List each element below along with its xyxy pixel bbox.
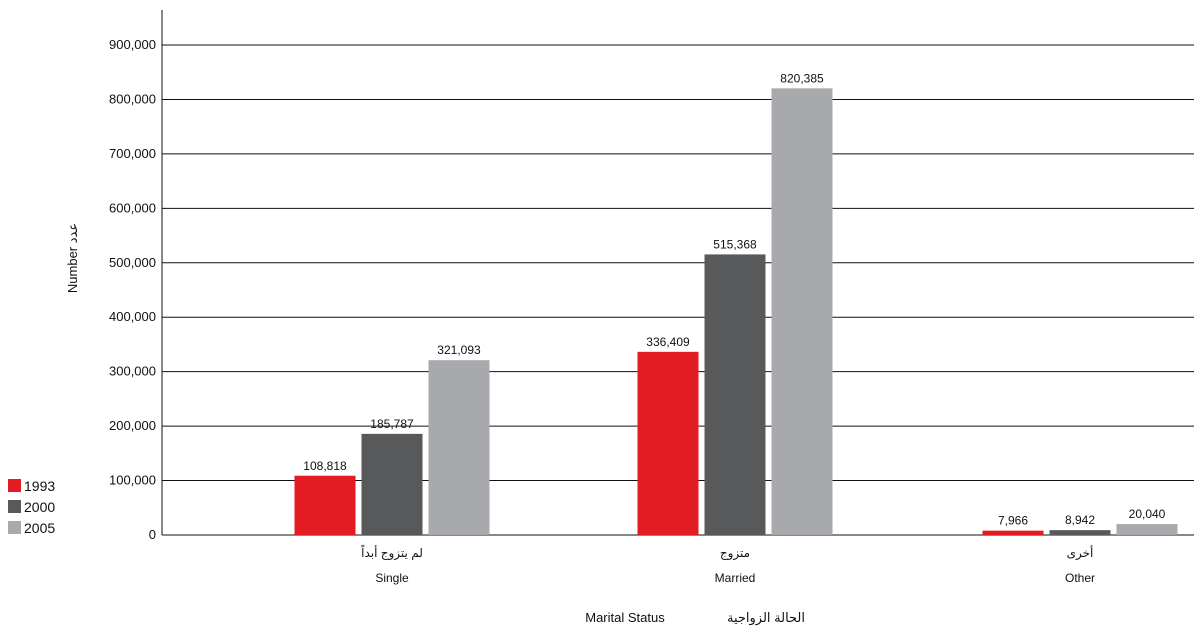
category-label-en: Other (1065, 571, 1095, 585)
y-tick-label: 700,000 (109, 146, 156, 161)
legend-swatch (8, 479, 21, 492)
y-tick-label: 200,000 (109, 418, 156, 433)
y-tick-label: 400,000 (109, 309, 156, 324)
category-label-en: Single (375, 571, 409, 585)
y-axis-ticks: 0 100,000 200,000 300,000 400,000 500,000 600,… (109, 37, 156, 542)
category-label-ar: أخرى (1067, 545, 1094, 561)
data-label: 336,409 (646, 335, 690, 349)
legend-item: 2000 (8, 496, 55, 517)
y-tick-label: 100,000 (109, 473, 156, 488)
bar-1993-married (637, 351, 699, 535)
data-label: 7,966 (998, 514, 1028, 528)
legend-label: 2005 (24, 519, 56, 536)
legend-label: 1993 (24, 477, 56, 494)
data-label: 515,368 (713, 237, 757, 251)
y-tick-label: 800,000 (109, 91, 156, 106)
y-tick-label: 900,000 (109, 37, 156, 52)
bar-2000-single (361, 433, 423, 535)
category-labels: لم يتزوج أبداً Single متزوج Married أخرى Othe… (361, 544, 1095, 585)
legend-label: 2000 (24, 498, 56, 515)
data-label: 8,942 (1065, 513, 1095, 527)
y-tick-label: 500,000 (109, 255, 156, 270)
data-label: 820,385 (780, 71, 824, 85)
data-label: 321,093 (437, 343, 481, 357)
y-tick-label: 600,000 (109, 200, 156, 215)
bar-2005-married (771, 88, 833, 535)
data-label: 20,040 (1129, 507, 1166, 521)
legend-item: 2005 (8, 517, 55, 538)
category-label-en: Married (715, 571, 756, 585)
category-label-ar: لم يتزوج أبداً (361, 544, 423, 561)
legend: 1993 2000 2005 (8, 475, 55, 538)
x-axis-title-en: Marital Status (585, 610, 665, 625)
legend-swatch (8, 521, 21, 534)
bar-2000-married (704, 254, 766, 535)
category-label-ar: متزوج (720, 546, 750, 561)
bar-1993-single (294, 475, 356, 535)
data-label: 185,787 (370, 417, 414, 431)
legend-swatch (8, 500, 21, 513)
bar-1993-other (982, 530, 1044, 535)
y-tick-label: 300,000 (109, 364, 156, 379)
x-axis-title-ar: الحالة الزواجية (727, 610, 805, 626)
bar-2005-other (1116, 524, 1178, 535)
bars (294, 88, 1178, 535)
y-tick-label: 0 (149, 527, 156, 542)
bar-2000-other (1049, 530, 1111, 535)
y-axis-title: Number عدد (65, 223, 80, 293)
data-label: 108,818 (303, 459, 347, 473)
bar-2005-single (428, 360, 490, 535)
legend-item: 1993 (8, 475, 55, 496)
data-labels: 108,818 185,787 321,093 336,409 515,368 820,3… (303, 71, 1165, 527)
